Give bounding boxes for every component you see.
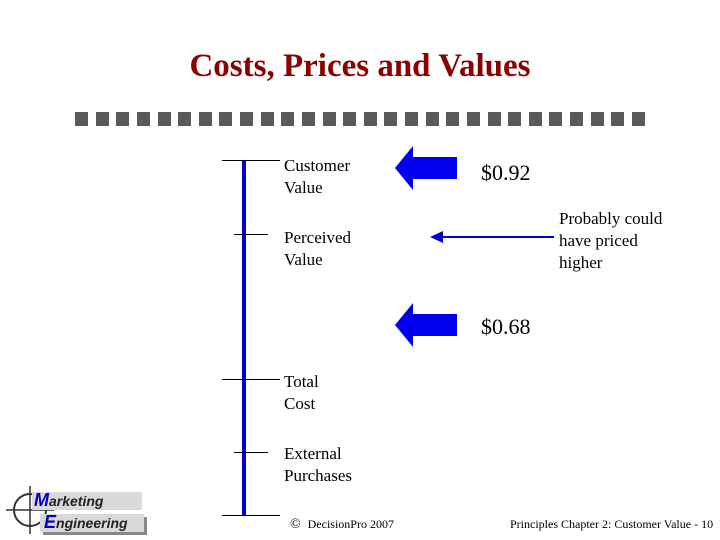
arrow-low-price bbox=[395, 303, 457, 347]
footer-copyright: © DecisionPro 2007 bbox=[290, 517, 394, 533]
tick-total-cost bbox=[222, 379, 280, 380]
tick-external-purchases bbox=[234, 452, 268, 453]
logo-cap-e: E bbox=[44, 512, 57, 532]
crosshair-icon bbox=[6, 486, 54, 534]
copyright-symbol: © bbox=[290, 517, 301, 532]
price-low: $0.68 bbox=[481, 314, 531, 339]
level-customer-value: Customer Value bbox=[284, 156, 351, 197]
slide-title: Costs, Prices and Values bbox=[189, 48, 531, 84]
price-high: $0.92 bbox=[481, 160, 531, 185]
tick-perceived-value bbox=[234, 234, 268, 235]
logo-word-marketing: arketing bbox=[49, 493, 104, 509]
footer-page-info: Principles Chapter 2: Customer Value - 1… bbox=[510, 517, 714, 531]
logo-cap-m: M bbox=[34, 490, 49, 510]
title-underline-dashes bbox=[75, 112, 645, 126]
level-perceived-value: Perceived Value bbox=[284, 228, 352, 269]
tick-customer-value bbox=[222, 160, 280, 161]
level-total-cost: Total Cost bbox=[284, 372, 319, 413]
value-scale-axis bbox=[242, 160, 246, 516]
logo-word-engineering: ngineering bbox=[56, 515, 128, 531]
marketing-engineering-logo: Marketing Engineering bbox=[4, 482, 154, 538]
arrow-perceived-value bbox=[430, 231, 554, 243]
level-external-purchases: External Purchases bbox=[284, 444, 352, 485]
tick-bottom bbox=[222, 515, 280, 516]
arrow-high-price bbox=[395, 146, 457, 190]
annotation-priced-higher: Probably could have priced higher bbox=[559, 209, 663, 272]
copyright-text: DecisionPro 2007 bbox=[307, 517, 394, 531]
